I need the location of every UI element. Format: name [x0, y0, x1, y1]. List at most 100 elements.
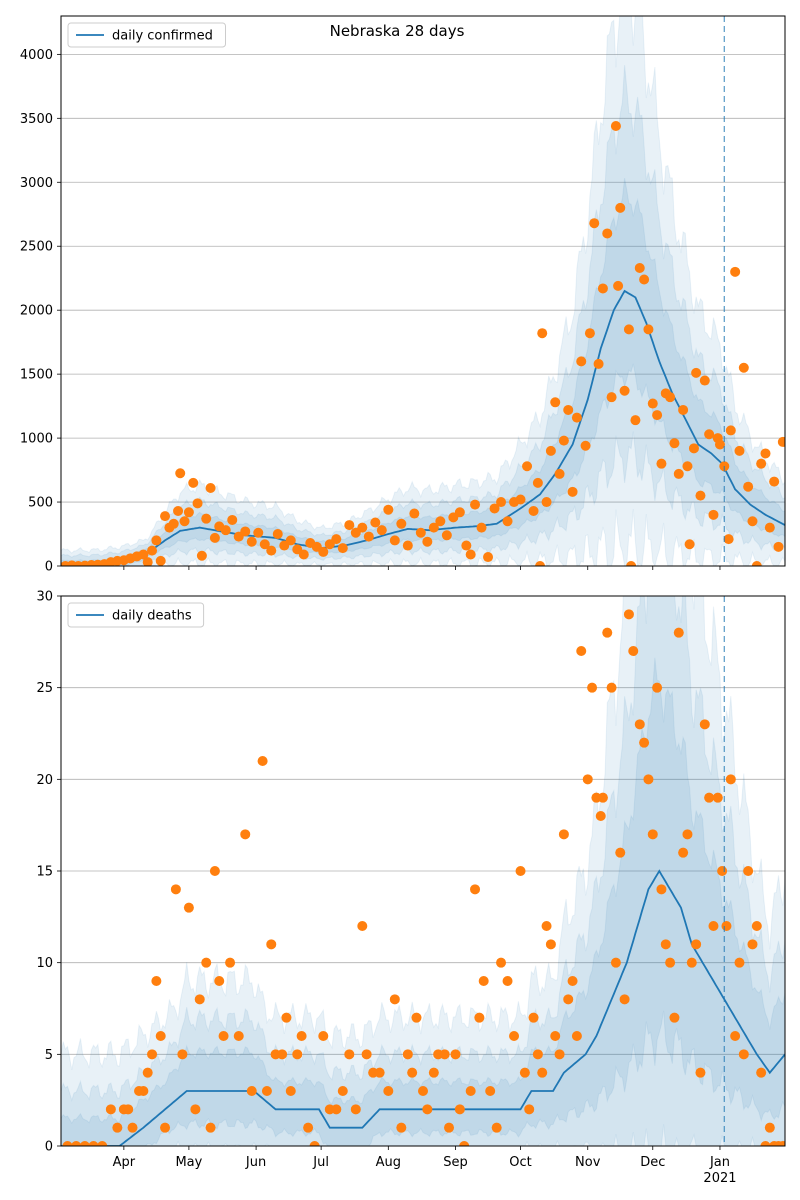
observed-point: [576, 356, 587, 367]
observed-point: [147, 1049, 158, 1060]
observed-point: [173, 506, 184, 516]
legend: daily deaths: [67, 602, 205, 628]
observed-point: [331, 1104, 342, 1115]
observed-point: [673, 627, 684, 638]
observed-point: [708, 921, 719, 931]
observed-point: [418, 1086, 428, 1096]
observed-point: [435, 516, 446, 527]
observed-point: [261, 1086, 272, 1096]
observed-point: [309, 1141, 320, 1146]
observed-point: [734, 957, 745, 968]
y-tick-label: 0: [45, 560, 53, 575]
observed-point: [699, 719, 710, 730]
observed-point: [127, 1122, 138, 1133]
observed-point: [764, 522, 775, 533]
observed-point: [303, 1122, 314, 1133]
observed-point: [422, 536, 433, 547]
observed-point: [465, 549, 476, 560]
observed-point: [699, 375, 710, 386]
observed-point: [563, 404, 574, 415]
observed-point: [192, 498, 203, 509]
observed-point: [582, 774, 593, 785]
y-tick-label: 500: [28, 496, 53, 511]
observed-point: [209, 866, 220, 876]
observed-point: [422, 1104, 433, 1115]
observed-point: [704, 429, 715, 440]
x-tick-label: Nov: [575, 1155, 601, 1170]
observed-point: [688, 443, 699, 454]
observed-point: [201, 957, 212, 968]
observed-point: [721, 921, 732, 931]
observed-point: [524, 1104, 535, 1115]
observed-point: [545, 939, 556, 950]
observed-point: [298, 549, 309, 560]
uncertainty-band: [61, 596, 785, 1146]
observed-point: [220, 525, 231, 536]
observed-point: [773, 541, 784, 552]
observed-point: [138, 1086, 149, 1096]
observed-point: [673, 468, 684, 479]
observed-point: [647, 398, 658, 409]
observed-point: [682, 461, 693, 472]
observed-point: [619, 994, 630, 1005]
observed-point: [285, 1086, 296, 1096]
observed-point: [623, 609, 634, 620]
observed-point: [439, 1049, 450, 1060]
observed-point: [558, 435, 569, 446]
observed-point: [619, 385, 630, 396]
observed-point: [160, 511, 171, 522]
observed-point: [138, 549, 149, 560]
observed-point: [639, 737, 650, 748]
observed-point: [537, 328, 548, 339]
observed-point: [142, 557, 153, 566]
observed-point: [606, 682, 617, 693]
observed-point: [277, 1049, 288, 1060]
observed-point: [747, 939, 758, 950]
observed-point: [550, 1031, 561, 1041]
observed-point: [665, 392, 676, 403]
observed-point: [597, 283, 608, 294]
observed-point: [682, 829, 693, 840]
observed-point: [344, 1049, 355, 1060]
x-tick-label: May: [175, 1155, 202, 1170]
observed-point: [396, 518, 407, 529]
observed-point: [331, 534, 342, 545]
observed-point: [450, 1049, 461, 1060]
x-tick-label: Oct: [509, 1155, 531, 1170]
observed-point: [595, 811, 606, 821]
observed-point: [361, 1049, 372, 1060]
observed-point: [344, 520, 355, 531]
observed-point: [528, 1012, 539, 1023]
observed-point: [168, 518, 179, 529]
observed-point: [769, 476, 780, 487]
observed-point: [177, 1049, 188, 1060]
observed-point: [402, 540, 413, 551]
observed-point: [318, 1031, 329, 1041]
observed-point: [205, 1122, 216, 1133]
observed-point: [576, 646, 587, 656]
observed-point: [97, 1141, 108, 1146]
observed-point: [183, 902, 194, 913]
observed-point: [155, 1031, 166, 1041]
observed-point: [470, 499, 481, 510]
observed-point: [691, 367, 702, 378]
x-tick-label: Dec: [640, 1155, 665, 1170]
observed-point: [259, 539, 270, 550]
legend-box: [67, 22, 226, 48]
confirmed-panel: 0 500 1000 1500 2000 2500 3000 3500 4000 daily co…: [20, 15, 786, 575]
observed-point: [563, 994, 574, 1005]
observed-point: [704, 792, 715, 803]
observed-point: [205, 482, 216, 493]
observed-point: [584, 328, 595, 339]
observed-point: [88, 1141, 99, 1146]
observed-point: [571, 412, 582, 423]
observed-point: [179, 516, 190, 527]
observed-point: [554, 468, 565, 479]
observed-point: [233, 1031, 244, 1041]
observed-point: [214, 976, 225, 986]
y-tick-label: 15: [36, 865, 53, 880]
observed-point: [194, 994, 205, 1005]
observed-point: [266, 939, 277, 950]
observed-point: [246, 1086, 257, 1096]
y-tick-label: 25: [36, 681, 53, 696]
